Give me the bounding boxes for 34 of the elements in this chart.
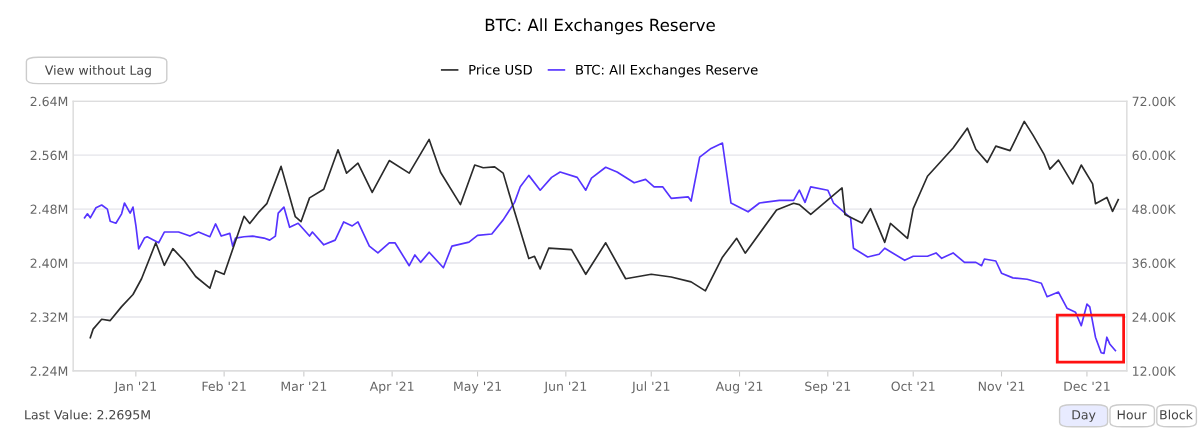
x-tick-label: Feb '21 (202, 381, 246, 392)
y-tick-label: 2.24M (30, 366, 68, 376)
y2-tick-label: 36.00K (1132, 258, 1176, 268)
legend-label: BTC: All Exchanges Reserve (576, 64, 758, 78)
text: View without Lag (44, 65, 151, 78)
x-tick-label: Nov '21 (978, 381, 1025, 392)
y-tick-label: 2.40M (30, 258, 68, 268)
chart-title: BTC: All Exchanges Reserve (485, 18, 715, 35)
y-tick-label: 2.64M (30, 96, 68, 107)
y2-tick-label: 12.00K (1133, 366, 1176, 376)
line-series (89, 120, 1120, 339)
legend-label: Price USD (469, 64, 532, 75)
text: Last Value: 2.2695M (25, 409, 150, 420)
x-tick-label: Mar '21 (281, 381, 327, 392)
text: Block (1160, 409, 1193, 420)
x-tick-label: Jul '21 (631, 381, 670, 394)
x-tick-label: May '21 (454, 381, 501, 394)
y-tick-label: 2.48M (30, 204, 68, 215)
text: Hour (1117, 410, 1147, 420)
y2-tick-label: 24.00K (1132, 312, 1176, 322)
y-tick-label: 2.56M (30, 150, 68, 161)
x-tick-label: Dec '21 (1064, 381, 1110, 392)
x-tick-label: Oct '21 (891, 381, 935, 392)
x-tick-label: Jun '21 (543, 381, 587, 394)
x-tick-label: Jan '21 (113, 381, 156, 394)
y2-tick-label: 60.00K (1132, 150, 1176, 161)
line-series (83, 142, 1117, 355)
x-tick-label: Sep '21 (805, 381, 851, 394)
y2-tick-label: 72.00K (1132, 96, 1176, 107)
y-tick-label: 2.32M (30, 312, 68, 322)
x-tick-label: Apr '21 (369, 381, 414, 394)
text: Day (1072, 410, 1096, 422)
x-tick-label: Aug '21 (715, 381, 763, 394)
y2-tick-label: 48.00K (1132, 204, 1176, 215)
